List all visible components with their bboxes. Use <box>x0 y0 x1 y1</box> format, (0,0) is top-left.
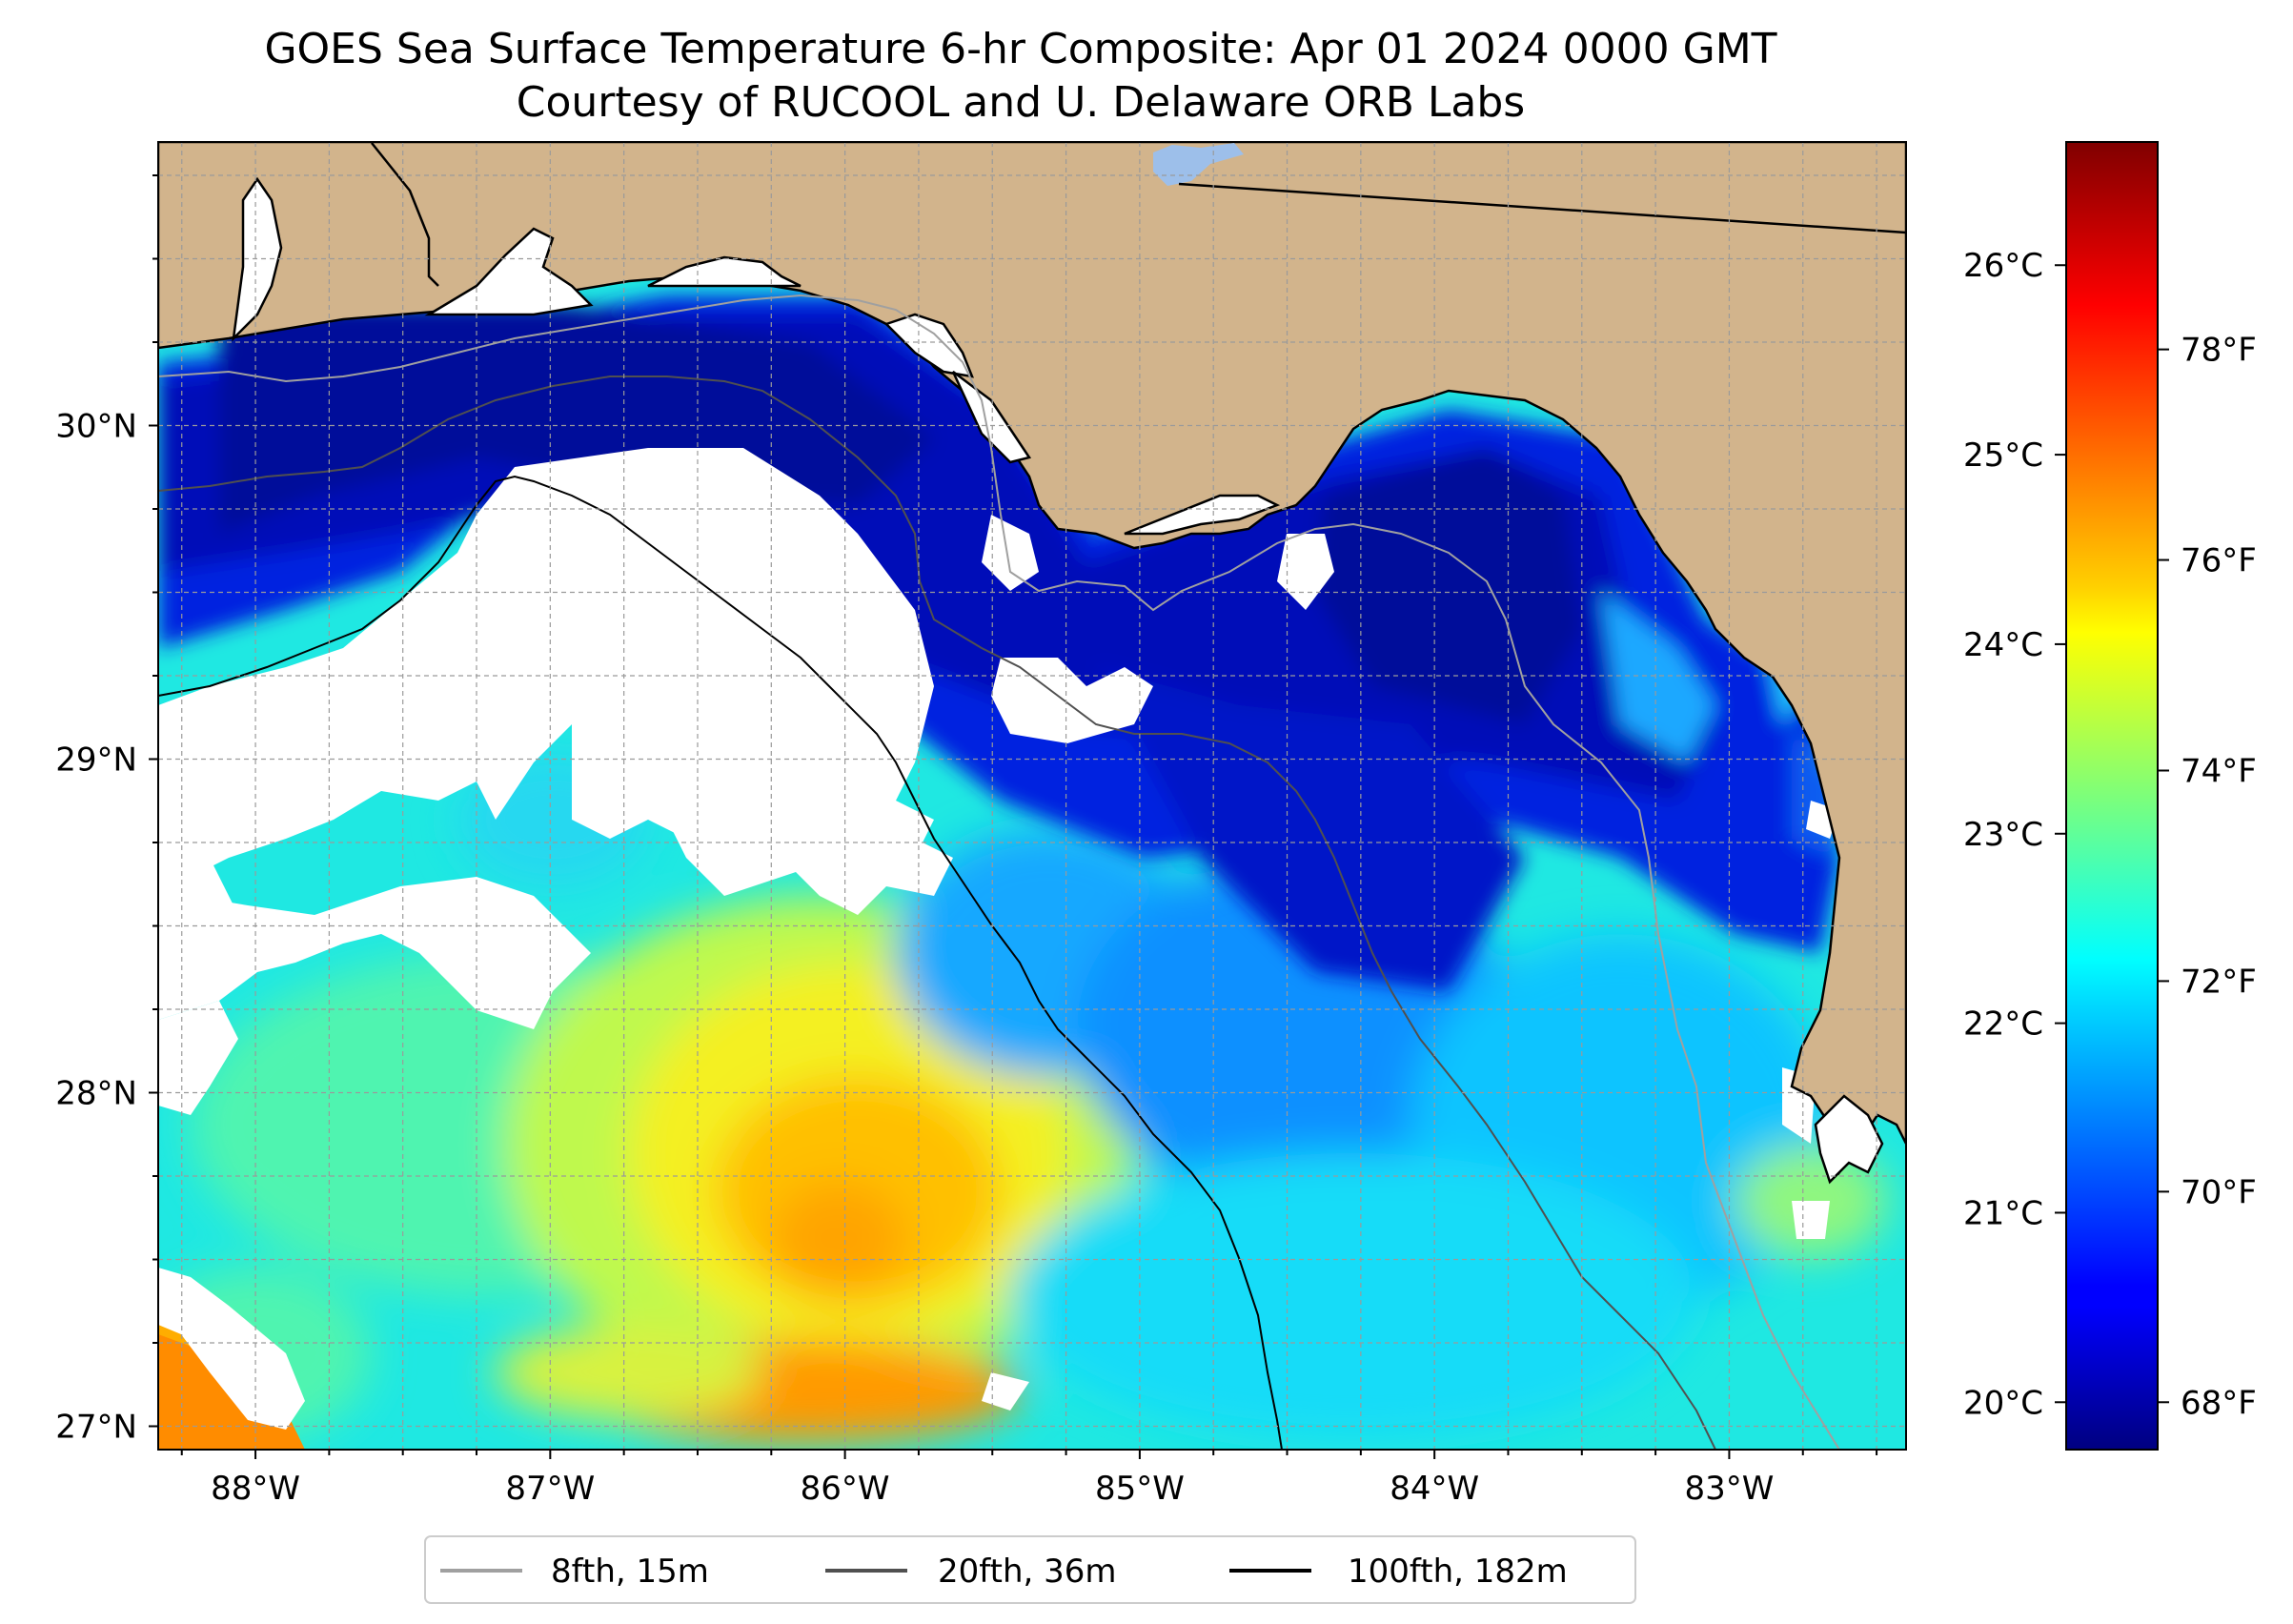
legend-box <box>424 1535 1636 1604</box>
legend-label-15m: 8fth, 15m <box>551 1553 709 1591</box>
gridlines <box>158 142 1906 1450</box>
state-border-west <box>371 142 439 287</box>
pensacola-bay <box>424 227 594 316</box>
fahrenheit-tick-label: 78°F <box>2181 332 2257 370</box>
lat-tick-label: 28°N <box>55 1075 137 1113</box>
st-andrew-bay <box>883 313 974 378</box>
isobaths <box>158 294 1840 1450</box>
choctawhatchee-bay <box>647 255 802 288</box>
isobath-182m <box>158 475 1283 1450</box>
fahrenheit-tick-label: 72°F <box>2181 963 2257 1001</box>
lon-tick-label: 86°W <box>801 1470 890 1508</box>
celsius-tick-label: 24°C <box>1963 626 2043 664</box>
lon-tick-label: 84°W <box>1390 1470 1479 1508</box>
fahrenheit-tick-label: 76°F <box>2181 542 2257 580</box>
legend-item-1: 8fth, 15m <box>440 1553 709 1591</box>
lat-tick-label: 27°N <box>55 1409 137 1447</box>
isobath-15m <box>158 294 1840 1450</box>
isobath-36m <box>158 376 1716 1450</box>
lon-tick-label: 87°W <box>505 1470 595 1508</box>
colorbar-gradient <box>2066 142 2158 1450</box>
lat-tick-label: 30°N <box>55 408 137 446</box>
celsius-tick-label: 22°C <box>1963 1005 2043 1044</box>
legend: 8fth, 15m 20fth, 36m 100fth, 182m <box>424 1535 1636 1604</box>
map-frame <box>157 141 1907 1451</box>
celsius-tick-label: 26°C <box>1963 247 2043 285</box>
fahrenheit-tick-label: 74°F <box>2181 752 2257 790</box>
map-area[interactable] <box>143 142 1906 1450</box>
map-axes: 88°W 87°W 86°W 85°W 84°W 83°W 30°N 29°N 28°N 27°N <box>55 174 1878 1508</box>
chart-subtitle: Courtesy of RUCOOL and U. Delaware ORB L… <box>517 78 1525 127</box>
fahrenheit-tick-label: 70°F <box>2181 1173 2257 1211</box>
celsius-tick-label: 20°C <box>1963 1384 2043 1422</box>
lon-tick-label: 88°W <box>211 1470 300 1508</box>
colorbar-ticks: 20°C 21°C 22°C 23°C 24°C 25°C 26°C 68°F 70°F 72°F… <box>1963 247 2257 1422</box>
lake <box>1153 143 1244 186</box>
apalachee-bay <box>1124 494 1281 536</box>
land <box>158 142 1906 1185</box>
lon-tick-label: 83°W <box>1684 1470 1774 1508</box>
celsius-tick-label: 23°C <box>1963 816 2043 854</box>
fahrenheit-tick-label: 68°F <box>2181 1384 2257 1422</box>
chart-title: GOES Sea Surface Temperature 6-hr Compos… <box>264 25 1776 73</box>
lon-tick-label: 85°W <box>1095 1470 1185 1508</box>
tampa-bay <box>1814 1094 1884 1185</box>
lat-tick-label: 29°N <box>55 741 137 780</box>
celsius-tick-label: 21°C <box>1963 1194 2043 1232</box>
legend-item-2: 20fth, 36m <box>825 1553 1117 1591</box>
colorbar-frame <box>2065 141 2159 1451</box>
legend-item-3: 100fth, 182m <box>1229 1553 1568 1591</box>
state-border <box>1178 182 1906 234</box>
legend-label-182m: 100fth, 182m <box>1348 1553 1568 1591</box>
celsius-tick-label: 25°C <box>1963 436 2043 475</box>
st-joseph-bay <box>951 371 1032 464</box>
legend-label-36m: 20fth, 36m <box>938 1553 1117 1591</box>
colorbar: 20°C 21°C 22°C 23°C 24°C 25°C 26°C 68°F 70°F 72°F… <box>1963 141 2257 1451</box>
